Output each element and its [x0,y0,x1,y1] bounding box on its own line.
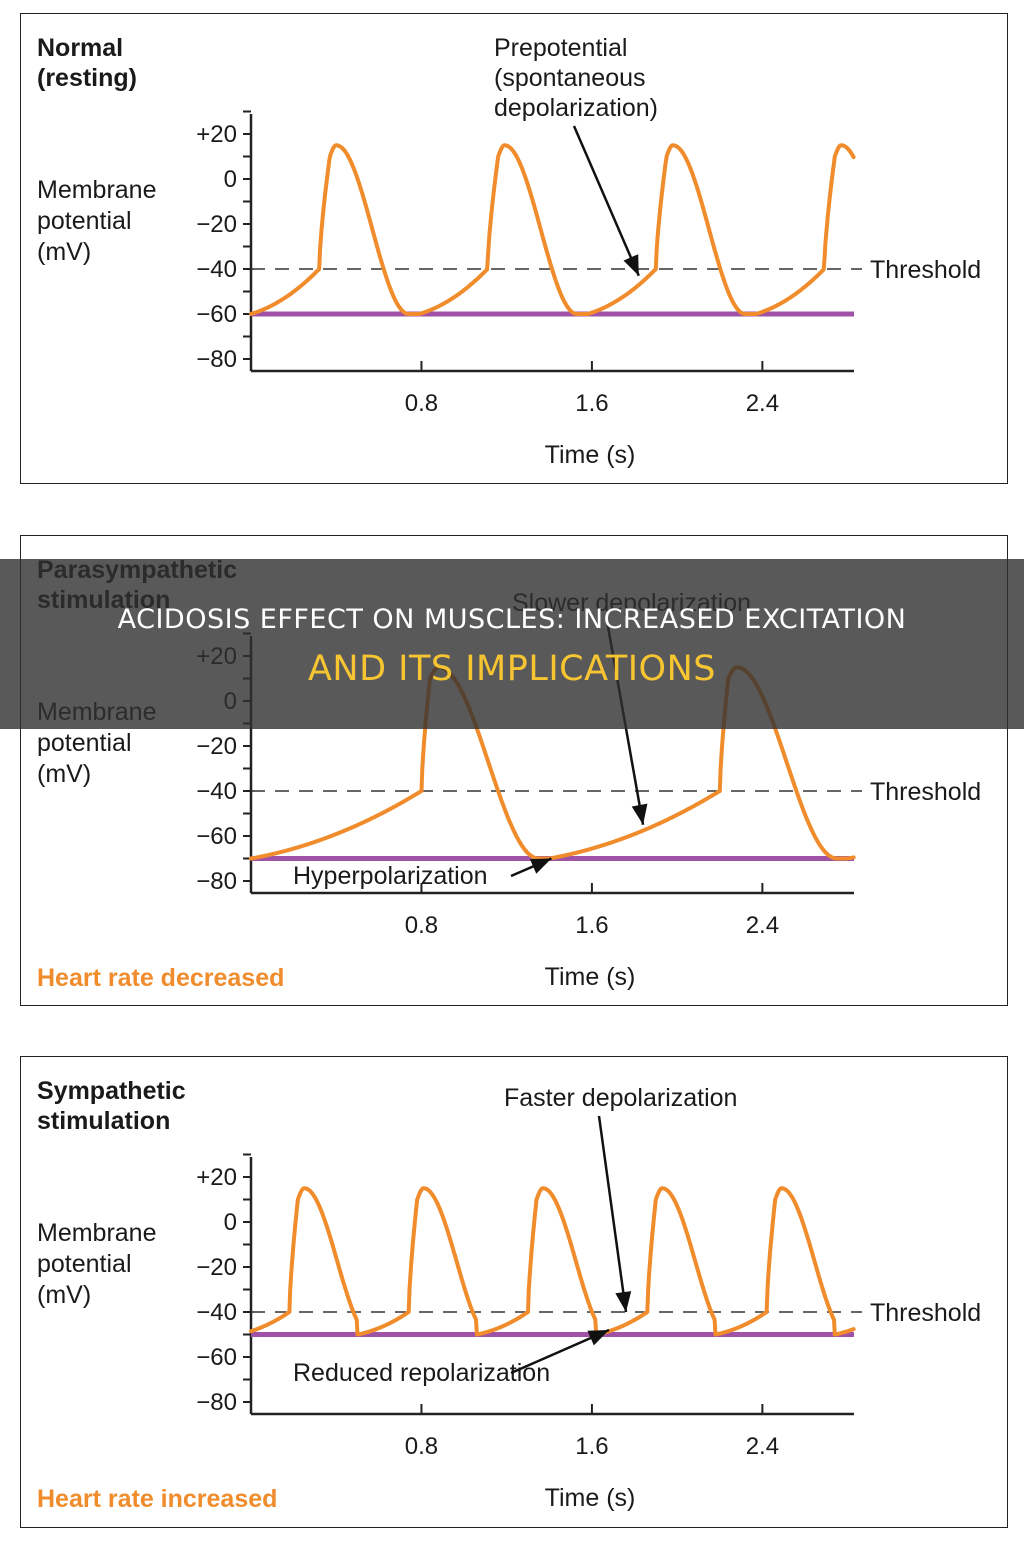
y-tick-label: −40 [196,778,237,805]
annotation-arrow-line [572,125,640,277]
x-tick-label: 2.4 [746,1433,779,1460]
x-axis-label: Time (s) [545,963,636,991]
annotation-arrowhead [623,254,639,276]
x-axis-label: Time (s) [545,441,636,469]
y-axis-label-line: Membrane [37,1219,157,1247]
annotation-label: depolarization) [494,94,658,122]
threshold-label: Threshold [870,778,981,806]
panel-title-line: Normal [37,34,123,62]
chart-panel-sympathetic: Sympathetic stimulation Membrane potential (… [20,1056,1008,1528]
heart-rate-footer: Heart rate decreased [37,964,284,992]
chart-panel-normal: Normal (resting) Membrane potential (mV) +20 0… [20,13,1008,484]
annotation-arrow-line [597,1115,628,1313]
x-tick-label: 2.4 [746,912,779,939]
x-tick-label: 0.8 [405,912,438,939]
y-tick-label: −80 [196,346,237,373]
y-axis-label-line: Membrane [37,176,157,204]
y-tick-label: −60 [196,301,237,328]
y-tick-label: −60 [196,1344,237,1371]
x-tick-label: 2.4 [746,390,779,417]
x-tick-label: 1.6 [575,912,608,939]
annotation-label: (spontaneous [494,64,646,92]
heart-rate-footer: Heart rate increased [37,1485,277,1513]
y-tick-label: −80 [196,868,237,895]
y-axis-label-line: potential [37,729,132,757]
y-tick-label: +20 [196,1164,237,1191]
y-tick-label: −40 [196,1299,237,1326]
panel-title-line: Sympathetic [37,1077,186,1105]
annotation-label: Hyperpolarization [293,862,488,890]
y-tick-label: −20 [196,211,237,238]
y-axis-label-line: (mV) [37,238,91,266]
annotation-arrowhead [631,803,648,825]
membrane-potential-trace [249,1186,856,1337]
threshold-label: Threshold [870,256,981,284]
y-axis-label-line: (mV) [37,760,91,788]
annotation-label: Prepotential [494,34,627,62]
annotation-label: Faster depolarization [504,1084,737,1112]
x-tick-label: 0.8 [405,1433,438,1460]
y-axis-label-line: (mV) [37,1281,91,1309]
overlay-title-line-2: and Its Implications [307,649,716,689]
x-tick-label: 1.6 [575,1433,608,1460]
y-tick-label: −40 [196,256,237,283]
annotation-arrowhead [529,858,552,874]
y-axis-label-line: potential [37,1250,132,1278]
y-tick-label: −20 [196,1254,237,1281]
y-tick-label: +20 [196,121,237,148]
panel-title-line: (resting) [37,64,137,92]
y-tick-label: −20 [196,733,237,760]
title-overlay-banner: Acidosis Effect on Muscles: Increased Ex… [0,559,1024,729]
x-tick-label: 1.6 [575,390,608,417]
overlay-title-line-1: Acidosis Effect on Muscles: Increased Ex… [117,604,907,635]
y-tick-label: 0 [224,1209,237,1236]
y-tick-label: −60 [196,823,237,850]
y-tick-label: 0 [224,166,237,193]
y-axis-label-line: potential [37,207,132,235]
x-tick-label: 0.8 [405,390,438,417]
annotation-arrowhead [615,1291,632,1312]
y-tick-label: −80 [196,1389,237,1416]
threshold-label: Threshold [870,1299,981,1327]
x-axis-label: Time (s) [545,1484,636,1512]
chart-normal: Normal(resting) Membrane potential (mV) +20 0… [37,34,981,469]
annotation-label: Reduced repolarization [293,1359,550,1387]
annotation-arrowhead [587,1330,609,1346]
membrane-potential-trace [249,143,856,316]
panel-title-line: stimulation [37,1107,170,1135]
